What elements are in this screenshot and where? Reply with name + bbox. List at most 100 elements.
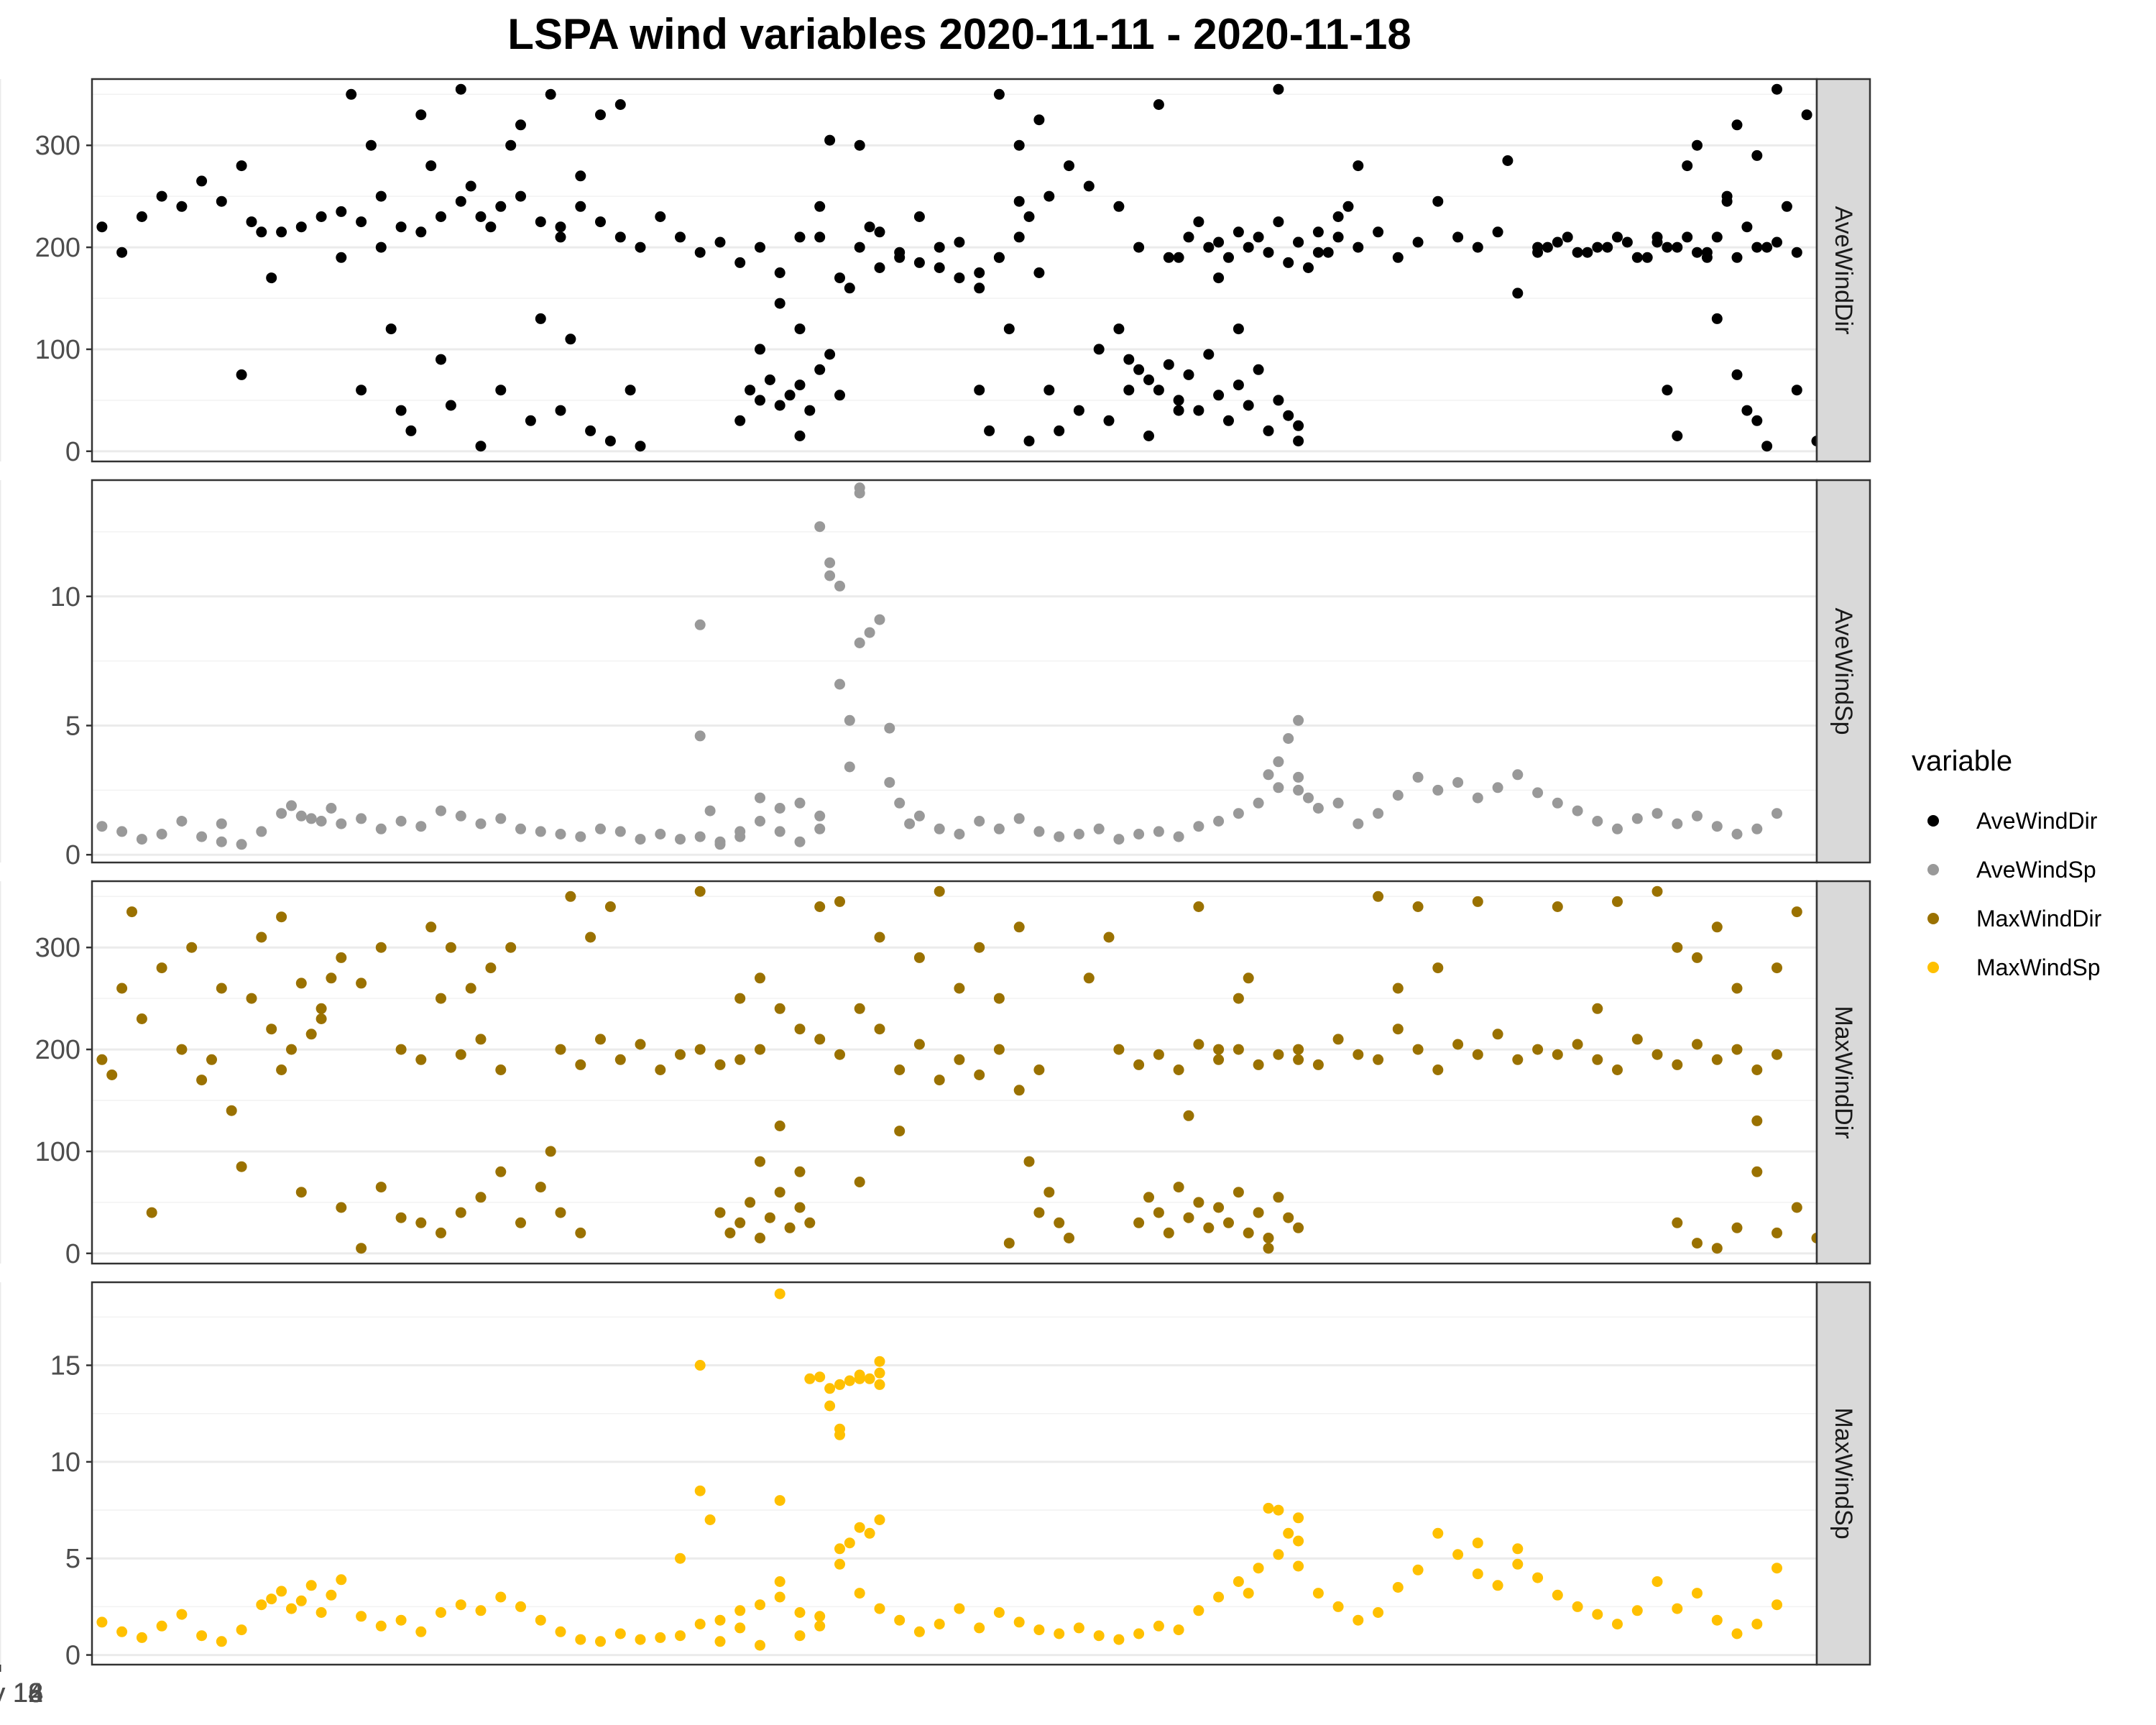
x-tick-label: Nov 14 [0,1678,43,1708]
y-tick-label: 0 [65,840,80,870]
data-point [913,1626,925,1637]
data-point [1223,252,1234,263]
y-tick-label: 0 [65,1641,80,1671]
data-point [236,160,247,172]
data-point [1492,226,1503,238]
data-point [106,1070,118,1080]
legend-label: MaxWindDir [1976,906,2102,932]
legend-key [1927,913,1939,924]
data-point [495,813,507,824]
data-point [1472,242,1483,253]
data-point [375,942,387,953]
data-point [774,298,786,309]
data-point [565,891,576,902]
data-point [1093,344,1105,355]
data-point [156,829,167,840]
data-point [1392,1024,1404,1035]
data-point [1273,216,1284,228]
data-point [455,810,466,822]
data-point [1173,1182,1184,1193]
data-point [774,1495,786,1506]
data-point [755,344,765,355]
data-point [694,1044,706,1055]
data-point [974,1622,985,1634]
data-point [525,415,536,426]
legend-label: MaxWindSp [1976,954,2101,980]
data-point [475,1605,487,1616]
data-point [1512,1558,1524,1570]
data-point [1791,385,1802,396]
data-point [1353,1049,1364,1060]
data-point [1173,252,1184,263]
data-point [436,993,446,1004]
data-point [336,1574,347,1586]
data-point [1013,1616,1025,1628]
data-point [675,834,686,845]
data-point [1243,400,1254,411]
data-point [1253,1563,1264,1574]
data-point [734,1605,746,1616]
y-tick-label: 10 [50,582,80,612]
data-point [1193,1197,1204,1208]
data-point [1532,1044,1544,1055]
data-point [1033,114,1045,126]
data-point [356,385,367,396]
data-point [1283,257,1294,268]
data-point [1612,1064,1623,1075]
data-point [913,810,925,822]
data-point [804,1373,816,1384]
data-point [854,1369,865,1381]
data-point [236,369,247,380]
data-point [814,1371,826,1383]
data-point [1233,226,1244,238]
data-point [774,803,786,814]
data-point [436,1227,446,1238]
data-point [1193,1039,1204,1050]
y-tick-label: 100 [35,1137,80,1167]
data-point [854,139,865,151]
legend-label: AveWindSp [1976,857,2096,883]
data-point [1054,831,1065,842]
data-point [395,1044,407,1055]
data-point [1542,242,1553,253]
data-point [555,1626,566,1637]
data-point [1213,1591,1225,1603]
data-point [1253,1207,1264,1218]
data-point [954,236,965,248]
data-point [1013,196,1025,207]
data-point [425,921,437,933]
data-point [136,1632,147,1643]
data-point [1003,323,1015,335]
data-point [455,83,466,95]
data-point [495,1166,507,1177]
data-point [1173,405,1184,416]
data-point [774,400,786,411]
data-point [1412,771,1424,783]
data-point [694,1619,706,1630]
data-point [1163,1227,1174,1238]
data-point [1751,242,1763,253]
data-point [1293,1054,1304,1065]
data-point [834,1429,845,1440]
data-point [1572,247,1583,258]
data-point [256,226,267,238]
data-point [1283,410,1294,421]
data-point [854,1522,865,1533]
data-point [176,1044,188,1055]
data-point [555,1207,566,1218]
data-point [1303,262,1314,273]
data-point [1692,1238,1703,1249]
data-point [844,761,855,773]
data-point [1293,1222,1304,1233]
data-point [614,1628,626,1639]
data-point [1672,242,1683,253]
data-point [1003,1238,1015,1249]
data-point [1293,714,1304,726]
data-point [445,400,456,411]
data-point [116,1626,128,1637]
data-point [356,216,367,228]
data-point [505,139,517,151]
data-point [475,818,487,829]
data-point [794,1024,806,1035]
data-point [755,792,765,804]
